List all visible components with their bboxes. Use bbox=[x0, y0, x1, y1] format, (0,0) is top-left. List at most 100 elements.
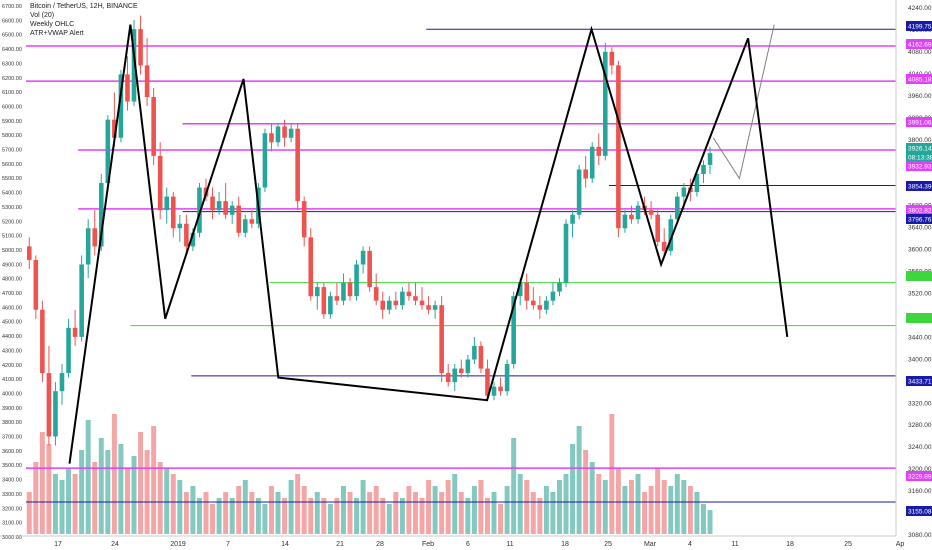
left-axis-tick-label: 3800.00 bbox=[2, 420, 22, 426]
volume-bar bbox=[229, 498, 235, 534]
candle-body bbox=[282, 126, 287, 138]
candle-body bbox=[85, 228, 91, 265]
left-axis-tick-label: 3400.00 bbox=[2, 478, 22, 484]
price-label-box bbox=[906, 74, 932, 84]
volume-bar bbox=[484, 498, 490, 534]
candle-body bbox=[151, 97, 156, 156]
candle-body bbox=[79, 264, 84, 337]
volume-bar bbox=[354, 498, 360, 534]
volume-bar bbox=[517, 474, 523, 534]
candle-body bbox=[328, 296, 333, 315]
volume-bar bbox=[642, 492, 648, 534]
volume-bar bbox=[321, 498, 327, 534]
price-label-box bbox=[906, 21, 932, 31]
left-axis-tick-label: 6000.00 bbox=[2, 104, 22, 110]
candle-body bbox=[177, 223, 183, 229]
price-label-text: 3926.14 bbox=[908, 146, 932, 153]
candle-body bbox=[72, 327, 78, 337]
volume-bar bbox=[190, 486, 196, 534]
volume-bar bbox=[530, 492, 536, 534]
left-axis-tick-label: 3300.00 bbox=[2, 492, 22, 498]
candle-body bbox=[544, 300, 549, 310]
x-axis-tick-label: 25 bbox=[604, 541, 612, 548]
candle-body bbox=[445, 373, 451, 383]
candle-body bbox=[190, 232, 196, 247]
volume-bar bbox=[72, 474, 78, 534]
x-axis-tick-label: Ap bbox=[896, 541, 905, 548]
candle-body bbox=[432, 305, 438, 310]
price-label-box bbox=[906, 143, 932, 153]
volume-bar bbox=[556, 480, 562, 534]
volume-bar bbox=[622, 486, 628, 534]
candle-body bbox=[262, 133, 268, 188]
volume-bar bbox=[602, 480, 608, 534]
x-axis-tick-label: 6 bbox=[466, 541, 470, 548]
volume-bar bbox=[596, 474, 602, 534]
volume-bar bbox=[583, 450, 589, 534]
green-level-label bbox=[906, 313, 932, 323]
price-label-box bbox=[906, 506, 932, 516]
left-axis-tick-label: 5800.00 bbox=[2, 133, 22, 139]
candle-body bbox=[321, 287, 327, 315]
price-label-text: 4162.69 bbox=[908, 42, 932, 49]
candle-body bbox=[675, 196, 680, 220]
volume-bar bbox=[380, 498, 386, 534]
x-axis-tick-label: 21 bbox=[336, 541, 344, 548]
candle-body bbox=[406, 291, 412, 297]
volume-bar bbox=[615, 468, 621, 534]
volume-bar bbox=[458, 492, 464, 534]
left-axis-tick-label: 3500.00 bbox=[2, 463, 22, 469]
candle-body bbox=[589, 146, 595, 179]
candle-body bbox=[596, 146, 602, 156]
x-axis-tick-label: 14 bbox=[281, 541, 289, 548]
left-axis-tick-label: 4300.00 bbox=[2, 348, 22, 354]
left-axis-tick-label: 3700.00 bbox=[2, 435, 22, 441]
volume-bar bbox=[340, 486, 346, 534]
candle-body bbox=[583, 169, 588, 179]
volume-bar bbox=[327, 504, 333, 534]
x-axis-tick-label: 18 bbox=[786, 541, 794, 548]
volume-bar bbox=[268, 486, 274, 534]
volume-bar bbox=[85, 420, 91, 534]
left-axis-tick-label: 3900.00 bbox=[2, 406, 22, 412]
candle-body bbox=[478, 345, 484, 369]
volume-bar bbox=[609, 414, 615, 534]
price-label-text: 3433.71 bbox=[908, 379, 932, 386]
candle-body bbox=[334, 296, 340, 301]
price-label-text: 3802.82 bbox=[908, 208, 932, 215]
candle-body bbox=[242, 219, 248, 233]
volume-bar bbox=[648, 486, 654, 534]
volume-bar bbox=[105, 450, 111, 534]
volume-bar bbox=[635, 474, 641, 534]
candle-body bbox=[419, 300, 425, 306]
volume-bar bbox=[275, 492, 281, 534]
candle-body bbox=[413, 296, 418, 301]
volume-bar bbox=[301, 486, 307, 534]
candle-body bbox=[386, 300, 392, 310]
candle-body bbox=[609, 51, 615, 66]
candle-body bbox=[53, 391, 58, 437]
left-axis-tick-label: 4400.00 bbox=[2, 334, 22, 340]
candle-body bbox=[288, 128, 294, 138]
left-axis-tick-label: 4900.00 bbox=[2, 262, 22, 268]
volume-bar bbox=[92, 462, 98, 534]
volume-bar bbox=[367, 492, 373, 534]
candle-body bbox=[216, 201, 222, 211]
volume-bar bbox=[537, 498, 543, 534]
price-label-text: 3796.76 bbox=[908, 217, 932, 224]
candle-body bbox=[144, 65, 150, 98]
volume-bar bbox=[52, 474, 58, 534]
left-axis-tick-label: 4600.00 bbox=[2, 305, 22, 311]
volume-bar bbox=[295, 474, 301, 534]
right-axis-tick-label: 4240.00 bbox=[908, 5, 932, 12]
candle-body bbox=[197, 187, 202, 233]
left-axis-tick-label: 3000.00 bbox=[2, 535, 22, 541]
price-label-box bbox=[906, 471, 932, 481]
volume-bar bbox=[589, 462, 595, 534]
volume-bar bbox=[236, 486, 242, 534]
volume-bar bbox=[79, 450, 85, 534]
candle-body bbox=[373, 287, 379, 301]
candle-body bbox=[33, 259, 39, 310]
